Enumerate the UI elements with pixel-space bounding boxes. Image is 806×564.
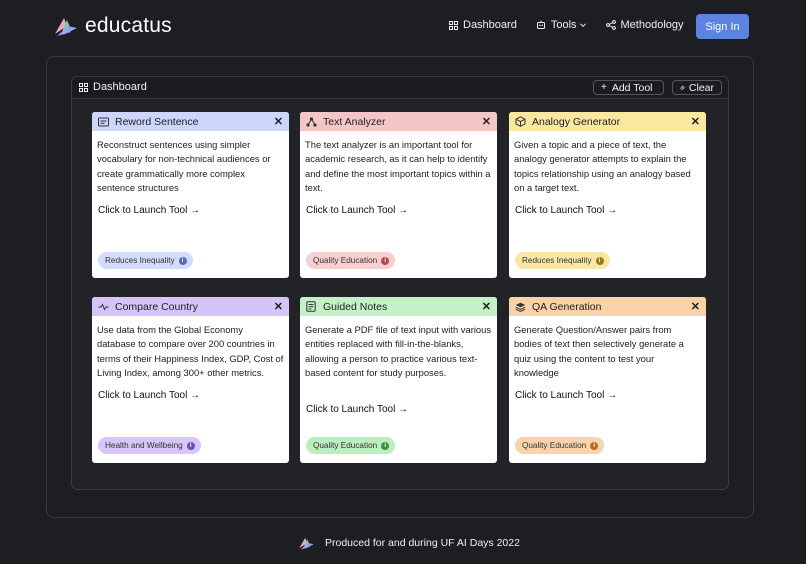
clear-label: Clear: [688, 81, 714, 94]
card-title: Guided Notes: [323, 300, 388, 313]
launch-tool-link[interactable]: Click to Launch Tool →: [98, 205, 201, 216]
share-nodes-icon: [605, 20, 616, 30]
stack-icon: [515, 302, 527, 312]
clear-button[interactable]: Clear: [672, 80, 722, 95]
grid-icon: [449, 20, 458, 30]
info-icon[interactable]: i: [595, 256, 604, 265]
launch-tool-link[interactable]: Click to Launch Tool →: [515, 205, 618, 216]
launch-tool-link[interactable]: Click to Launch Tool →: [98, 390, 201, 401]
launch-tool-link[interactable]: Click to Launch Tool →: [306, 404, 409, 415]
tool-card-reword-sentence[interactable]: Reword Sentence ✕ Reconstruct sentences …: [92, 112, 289, 278]
close-icon[interactable]: ✕: [690, 301, 700, 313]
close-icon[interactable]: ✕: [481, 301, 491, 313]
notes-icon: [306, 301, 318, 312]
nav-methodology-label: Methodology: [620, 19, 684, 31]
panel-title: Dashboard: [79, 81, 147, 93]
card-title: Compare Country: [115, 300, 198, 313]
tool-card-analogy-generator[interactable]: Analogy Generator ✕ Given a topic and a …: [509, 112, 706, 278]
card-description: Use data from the Global Economy databas…: [97, 324, 284, 378]
bird-logo-icon: [299, 537, 314, 550]
info-icon[interactable]: i: [381, 441, 390, 450]
badge-label: Quality Education: [313, 256, 378, 265]
brand-name: educatus: [85, 14, 172, 37]
goal-badge[interactable]: Reduces Inequality i: [98, 252, 193, 269]
card-header: Analogy Generator ✕: [509, 112, 706, 131]
textbox-icon: [98, 117, 110, 127]
goal-badge[interactable]: Quality Education i: [515, 437, 605, 454]
card-title: Text Analyzer: [323, 115, 386, 128]
card-header: Guided Notes ✕: [300, 297, 497, 316]
nav-tools[interactable]: Tools: [536, 19, 587, 31]
footer: Produced for and during UF AI Days 2022: [298, 535, 520, 551]
goal-badge[interactable]: Quality Education i: [306, 252, 396, 269]
card-description: Generate a PDF file of text input with v…: [305, 324, 492, 378]
goal-badge[interactable]: Health and Wellbeing i: [98, 437, 201, 454]
goal-badge[interactable]: Quality Education i: [306, 437, 396, 454]
bird-logo-icon: [55, 18, 77, 36]
chevron-down-icon: [579, 23, 586, 28]
compare-icon: [98, 302, 110, 312]
close-icon[interactable]: ✕: [273, 301, 283, 313]
badge-label: Health and Wellbeing: [105, 441, 183, 450]
grid-icon: [79, 82, 88, 92]
tool-card-text-analyzer[interactable]: Text Analyzer ✕ The text analyzer is an …: [300, 112, 497, 278]
nav-tools-label: Tools: [550, 19, 577, 31]
card-header: Compare Country ✕: [92, 297, 289, 316]
nav-links: Dashboard Tools Methodology: [449, 19, 703, 31]
info-icon[interactable]: i: [186, 441, 195, 450]
card-header: Reword Sentence ✕: [92, 112, 289, 131]
goal-badge[interactable]: Reduces Inequality i: [515, 252, 610, 269]
badge-label: Quality Education: [522, 441, 587, 450]
eraser-icon: [680, 85, 685, 90]
add-tool-label: Add Tool: [611, 81, 653, 94]
brand[interactable]: educatus: [53, 14, 172, 38]
info-icon[interactable]: i: [178, 256, 187, 265]
sign-in-button[interactable]: Sign In: [696, 14, 749, 39]
badge-label: Reduces Inequality: [522, 256, 592, 265]
panel-header: Dashboard + Add Tool Clear: [72, 77, 728, 99]
card-title: Analogy Generator: [532, 115, 621, 128]
nav-dashboard-label: Dashboard: [463, 19, 517, 31]
plus-icon: +: [601, 82, 607, 93]
tool-card-qa-generation[interactable]: QA Generation ✕ Generate Question/Answer…: [509, 297, 706, 463]
cube-icon: [515, 116, 527, 127]
card-title: QA Generation: [532, 300, 602, 313]
info-icon[interactable]: i: [381, 256, 390, 265]
badge-label: Quality Education: [313, 441, 378, 450]
tool-card-guided-notes[interactable]: Guided Notes ✕ Generate a PDF file of te…: [300, 297, 497, 463]
add-tool-button[interactable]: + Add Tool: [593, 80, 664, 95]
card-description: The text analyzer is an important tool f…: [305, 139, 491, 193]
nodes-icon: [306, 116, 318, 127]
badge-label: Reduces Inequality: [105, 256, 175, 265]
tool-card-compare-country[interactable]: Compare Country ✕ Use data from the Glob…: [92, 297, 289, 463]
nav-dashboard[interactable]: Dashboard: [449, 19, 517, 31]
robot-icon: [536, 20, 545, 29]
card-description: Generate Question/Answer pairs from bodi…: [514, 324, 684, 378]
close-icon[interactable]: ✕: [690, 116, 700, 128]
panel-title-label: Dashboard: [93, 81, 147, 93]
info-icon[interactable]: i: [590, 441, 599, 450]
close-icon[interactable]: ✕: [273, 116, 283, 128]
nav-methodology[interactable]: Methodology: [605, 19, 684, 31]
card-header: Text Analyzer ✕: [300, 112, 497, 131]
card-title: Reword Sentence: [115, 115, 199, 128]
card-header: QA Generation ✕: [509, 297, 706, 316]
launch-tool-link[interactable]: Click to Launch Tool →: [306, 205, 409, 216]
card-description: Given a topic and a piece of text, the a…: [514, 139, 691, 193]
navbar: educatus Dashboard Tools: [0, 0, 806, 54]
close-icon[interactable]: ✕: [481, 116, 491, 128]
launch-tool-link[interactable]: Click to Launch Tool →: [515, 390, 618, 401]
footer-text: Produced for and during UF AI Days 2022: [325, 537, 520, 549]
card-description: Reconstruct sentences using simpler voca…: [97, 139, 271, 193]
